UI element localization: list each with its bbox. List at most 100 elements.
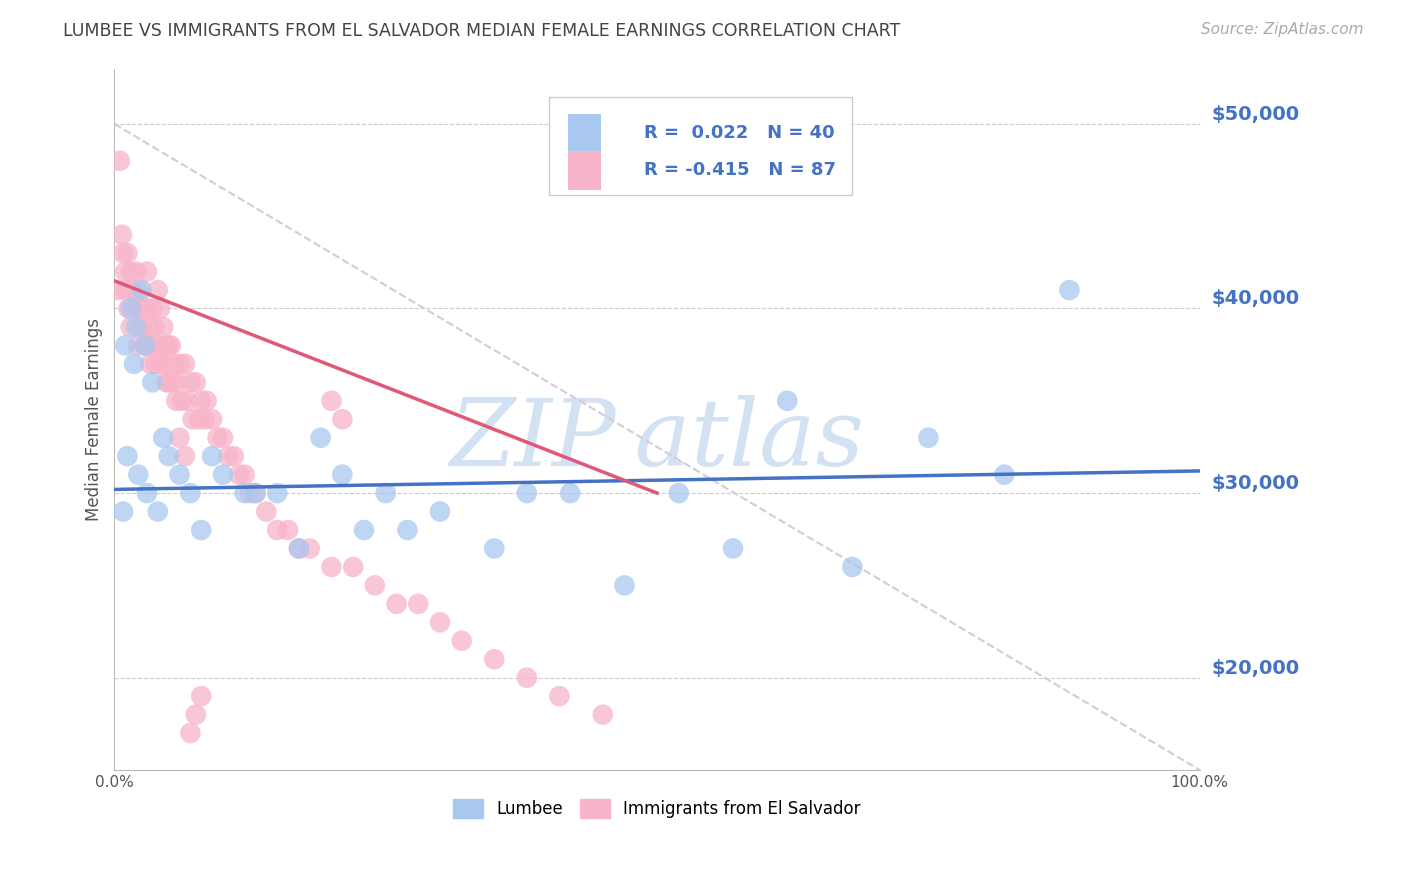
Point (184, 707, 207, 722)
Point (330, 467, 353, 482)
Point (160, 338, 183, 352)
Point (364, 578, 387, 592)
Point (484, 541, 506, 556)
Point (141, 338, 163, 352)
Point (120, 320, 142, 334)
FancyBboxPatch shape (568, 151, 600, 189)
Text: R = -0.415   N = 87: R = -0.415 N = 87 (644, 161, 837, 179)
Point (157, 338, 180, 352)
Point (516, 486, 538, 500)
Text: Source: ZipAtlas.com: Source: ZipAtlas.com (1201, 22, 1364, 37)
Point (288, 541, 311, 556)
Point (169, 431, 191, 445)
Text: R =  0.022   N = 40: R = 0.022 N = 40 (644, 124, 835, 143)
Point (170, 393, 193, 408)
Point (165, 393, 187, 408)
Point (157, 449, 180, 463)
Point (157, 376, 180, 390)
Point (125, 320, 148, 334)
Point (121, 283, 143, 297)
Point (429, 504, 451, 518)
Point (288, 541, 311, 556)
Point (385, 597, 408, 611)
Point (592, 707, 614, 722)
Point (207, 431, 229, 445)
Point (188, 412, 211, 426)
Point (484, 652, 506, 666)
Point (212, 467, 235, 482)
Point (321, 560, 343, 574)
Point (136, 338, 159, 352)
Point (917, 431, 939, 445)
Point (114, 264, 136, 278)
Point (174, 357, 197, 371)
Point (179, 376, 201, 390)
Point (134, 338, 156, 352)
Point (112, 504, 135, 518)
Point (201, 449, 224, 463)
Point (179, 486, 201, 500)
Point (155, 338, 177, 352)
Point (136, 486, 159, 500)
Point (141, 301, 163, 316)
Point (1059, 283, 1081, 297)
Point (139, 357, 162, 371)
Point (107, 283, 129, 297)
Point (277, 523, 299, 537)
Legend: Lumbee, Immigrants from El Salvador: Lumbee, Immigrants from El Salvador (447, 792, 868, 825)
Point (233, 486, 256, 500)
Point (668, 486, 690, 500)
Point (125, 264, 148, 278)
Point (127, 467, 149, 482)
Point (149, 301, 172, 316)
Point (374, 486, 396, 500)
Point (127, 283, 149, 297)
Point (152, 357, 174, 371)
Point (122, 357, 145, 371)
FancyBboxPatch shape (568, 114, 600, 153)
Point (239, 486, 262, 500)
Point (408, 597, 430, 611)
Point (155, 376, 177, 390)
Point (201, 412, 224, 426)
Point (721, 541, 744, 556)
Point (190, 689, 212, 703)
Point (233, 467, 256, 482)
Point (560, 486, 582, 500)
Text: ZIP atlas: ZIP atlas (450, 395, 865, 485)
Point (195, 393, 218, 408)
Point (112, 246, 135, 260)
Point (122, 301, 145, 316)
Point (114, 283, 136, 297)
Point (146, 504, 169, 518)
Point (776, 393, 799, 408)
Point (298, 541, 321, 556)
Point (222, 449, 245, 463)
Point (143, 320, 166, 334)
Point (160, 376, 183, 390)
Point (429, 615, 451, 630)
Point (131, 283, 153, 297)
Point (169, 467, 191, 482)
Point (190, 393, 212, 408)
Point (141, 376, 163, 390)
Point (146, 338, 169, 352)
Point (228, 467, 250, 482)
Point (131, 301, 153, 316)
Point (176, 393, 198, 408)
Point (217, 449, 239, 463)
Point (120, 264, 142, 278)
Point (353, 523, 375, 537)
Point (152, 431, 174, 445)
Point (266, 523, 288, 537)
Point (193, 412, 215, 426)
Point (245, 486, 267, 500)
Point (114, 338, 136, 352)
Point (450, 633, 472, 648)
Point (117, 301, 139, 316)
Point (174, 449, 197, 463)
Point (396, 523, 419, 537)
Point (131, 320, 153, 334)
Point (150, 357, 173, 371)
Point (117, 246, 139, 260)
